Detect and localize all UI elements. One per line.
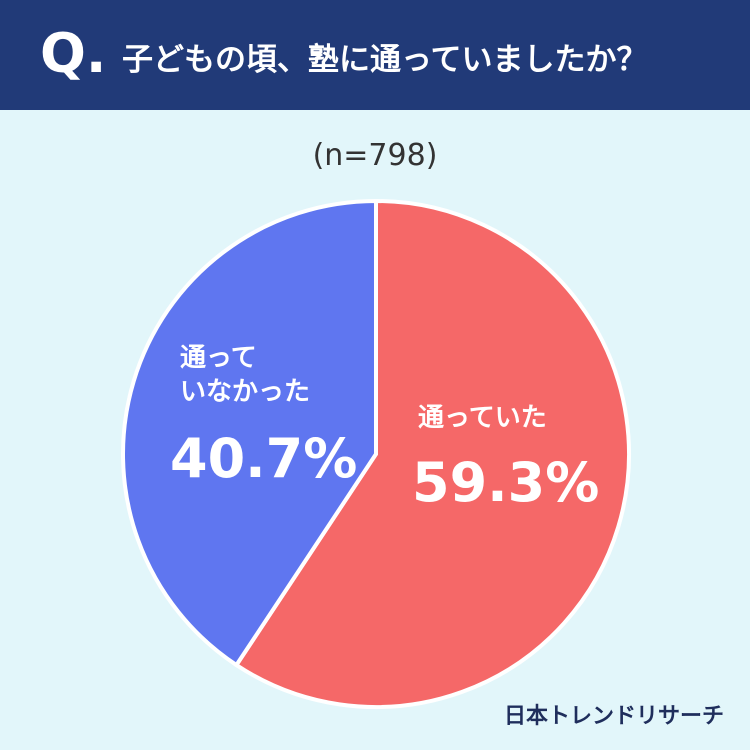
- header: Q. 子どもの頃、塾に通っていましたか？: [0, 0, 750, 110]
- pie-slice: [121, 198, 378, 668]
- pie-slice: [233, 198, 631, 709]
- chart-title: 子どもの頃、塾に通っていましたか？: [122, 42, 648, 78]
- value-label: 40.7%: [170, 427, 358, 490]
- subtitle: (n=798): [312, 138, 438, 173]
- brand: 日本トレンドリサーチ: [503, 704, 724, 729]
- category-label: 通って いなかった: [180, 343, 311, 407]
- value-label: 59.3%: [412, 451, 600, 514]
- q-mark: Q.: [40, 22, 107, 85]
- category-label: 通っていた: [418, 403, 547, 433]
